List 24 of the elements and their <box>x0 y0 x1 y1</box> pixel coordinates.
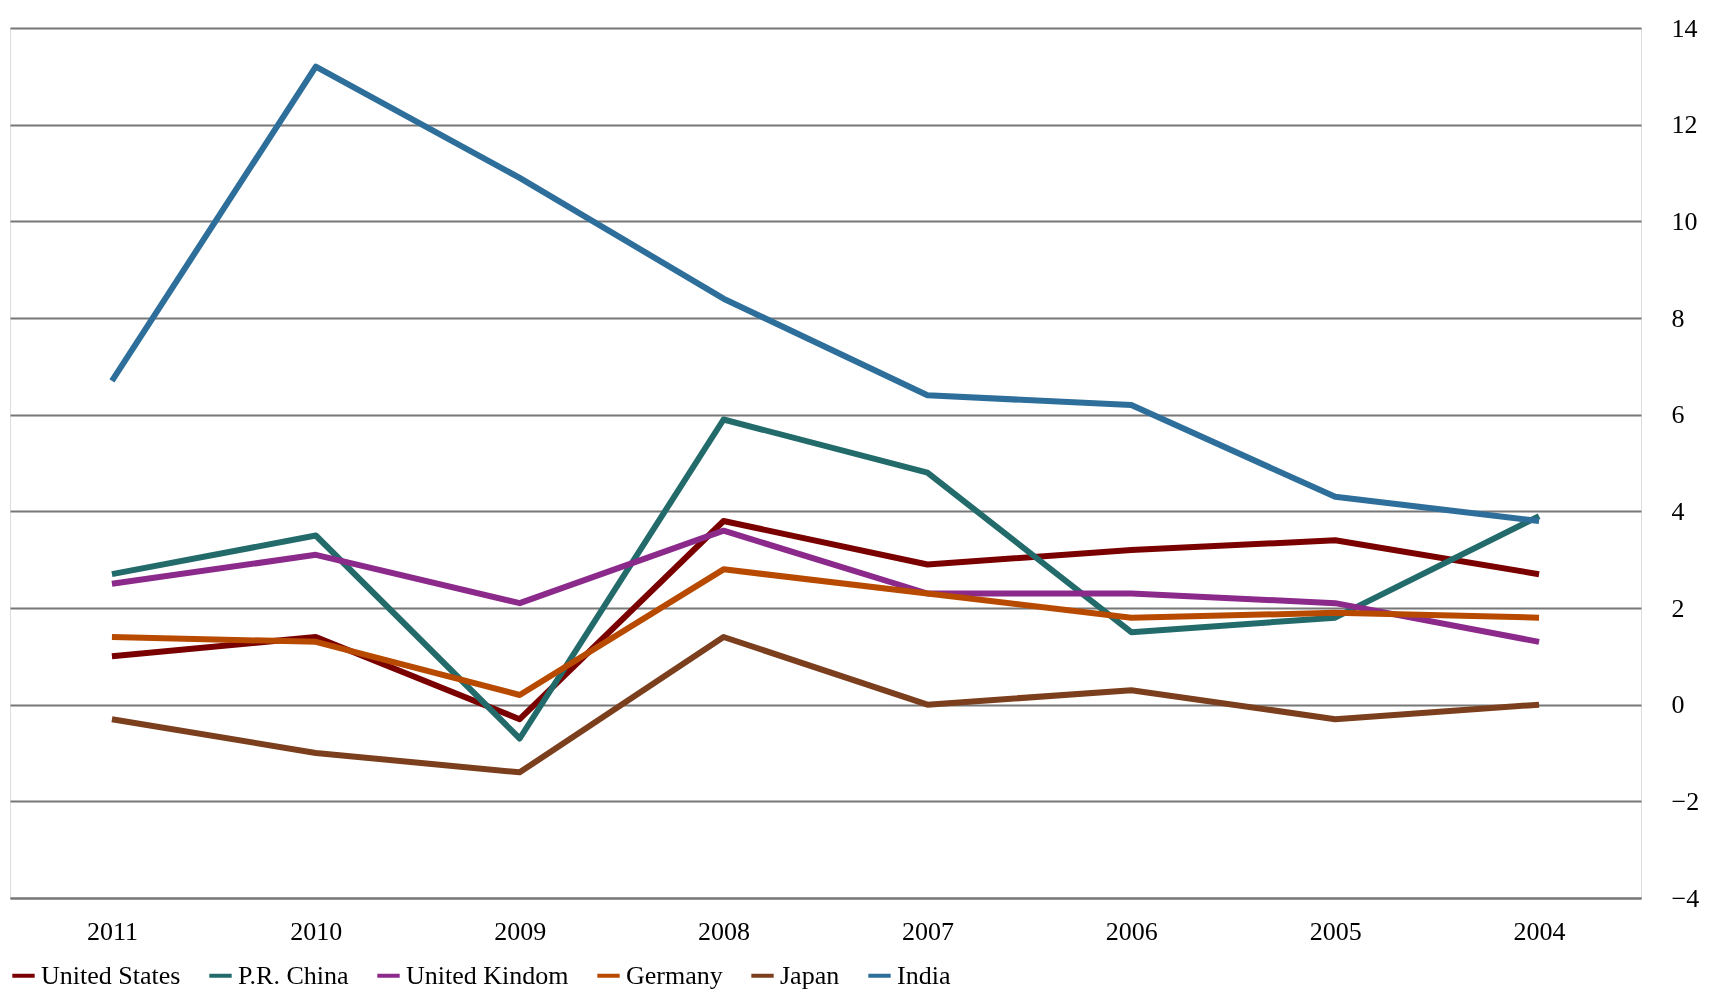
y-tick-label: −4 <box>1671 883 1700 913</box>
y-tick-label: −2 <box>1671 786 1700 816</box>
legend-label: P.R. China <box>238 960 349 990</box>
legend-label: India <box>897 960 951 990</box>
legend-label: United States <box>41 960 181 990</box>
x-tick-label: 2008 <box>698 916 751 946</box>
legend-label: Germany <box>626 960 723 990</box>
x-tick-label: 2006 <box>1105 916 1158 946</box>
y-tick-label: 6 <box>1671 400 1685 430</box>
y-tick-label: 12 <box>1671 110 1698 140</box>
y-tick-label: 8 <box>1671 303 1685 333</box>
x-tick-label: 2005 <box>1309 916 1362 946</box>
y-tick-label: 0 <box>1671 690 1685 720</box>
y-tick-label: 2 <box>1671 593 1685 623</box>
x-tick-label: 2010 <box>290 916 343 946</box>
legend-label: United Kindom <box>406 960 569 990</box>
y-tick-label: 4 <box>1671 496 1685 526</box>
x-tick-label: 2004 <box>1513 916 1566 946</box>
x-tick-label: 2007 <box>901 916 954 946</box>
y-tick-label: 10 <box>1671 206 1698 236</box>
y-tick-label: 14 <box>1671 13 1698 43</box>
x-tick-label: 2011 <box>86 916 138 946</box>
legend-label: Japan <box>780 960 840 990</box>
x-tick-label: 2009 <box>494 916 547 946</box>
